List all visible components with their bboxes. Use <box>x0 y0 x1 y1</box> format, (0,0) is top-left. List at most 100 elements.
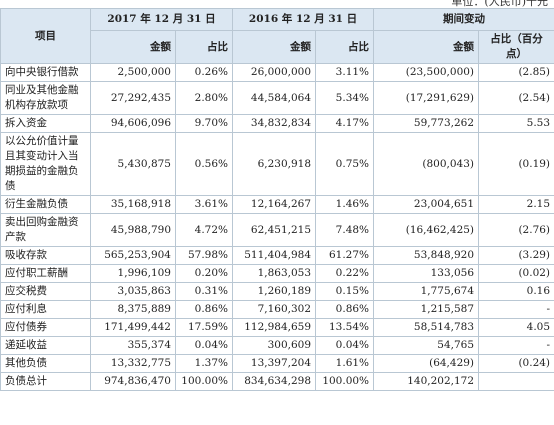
table-cell: 8,375,889 <box>90 300 176 319</box>
table-cell: (0.02) <box>478 264 554 283</box>
table-cell: 2,500,000 <box>90 63 176 82</box>
table-cell: 0.22% <box>315 264 375 283</box>
table-cell: 17.59% <box>174 318 234 337</box>
liability-table: 项目 2017 年 12 月 31 日 2016 年 12 月 31 日 期间变… <box>0 8 554 391</box>
header-cell: 2016 年 12 月 31 日 <box>232 8 375 31</box>
table-row: 以公允价值计量且其变动计入当期损益的金融负债 5,430,875 0.56% 6,23… <box>0 132 554 196</box>
table-cell: 1,775,674 <box>373 282 480 301</box>
table-cell: 171,499,442 <box>90 318 176 337</box>
table-row: 应付债券 171,499,442 17.59% 112,984,659 13.54% 58… <box>0 318 554 337</box>
table-cell: 4.72% <box>174 213 234 247</box>
table-cell: 1,260,189 <box>232 282 317 301</box>
table-cell: 53,848,920 <box>373 246 480 265</box>
table-cell: 57.98% <box>174 246 234 265</box>
table-cell: (0.24) <box>478 354 554 373</box>
table-cell: 94,606,096 <box>90 114 176 133</box>
table-cell: 58,514,783 <box>373 318 480 337</box>
header-cell: 期间变动 <box>373 8 554 31</box>
table-cell: 974,836,470 <box>90 372 176 391</box>
unit-note: 单位：(人民币)千元 <box>451 0 548 8</box>
table-cell: 3,035,863 <box>90 282 176 301</box>
table-row: 应付利息 8,375,889 0.86% 7,160,302 0.86% 1,215,58… <box>0 300 554 319</box>
table-cell: (2.54) <box>478 81 554 115</box>
row-label: 应交税费 <box>0 282 91 301</box>
table-cell: 23,004,651 <box>373 195 480 214</box>
table-cell: 133,056 <box>373 264 480 283</box>
table-cell: 9.70% <box>174 114 234 133</box>
table-cell: 12,164,267 <box>232 195 317 214</box>
header-cell: 占比（百分点） <box>478 30 554 64</box>
table-row: 吸收存款 565,253,904 57.98% 511,404,984 61.27% 53… <box>0 246 554 265</box>
table-cell: 1.46% <box>315 195 375 214</box>
table-cell: (0.19) <box>478 132 554 196</box>
table-cell: (3.29) <box>478 246 554 265</box>
table-cell: (64,429) <box>373 354 480 373</box>
table-cell: 100.00% <box>315 372 375 391</box>
table-row: 递延收益 355,374 0.04% 300,609 0.04% 54,765- <box>0 336 554 355</box>
header-cell: 金额 <box>373 30 480 64</box>
table-row: 卖出回购金融资产款 45,988,790 4.72% 62,451,215 7.48%(… <box>0 213 554 247</box>
table-cell: 0.86% <box>174 300 234 319</box>
header-cell: 金额 <box>90 30 176 64</box>
table-row: 应付职工薪酬 1,996,109 0.20% 1,863,053 0.22% 133,05… <box>0 264 554 283</box>
table-row: 同业及其他金融机构存放款项 27,292,435 2.80% 44,584,064 5.… <box>0 81 554 115</box>
table-cell: 5.53 <box>478 114 554 133</box>
row-label: 负债总计 <box>0 372 91 391</box>
table-cell: 1.61% <box>315 354 375 373</box>
row-label: 同业及其他金融机构存放款项 <box>0 81 91 115</box>
table-cell: 300,609 <box>232 336 317 355</box>
header-row: 项目 2017 年 12 月 31 日 2016 年 12 月 31 日 期间变… <box>0 8 554 64</box>
table-cell: 0.04% <box>174 336 234 355</box>
table-cell: 5.34% <box>315 81 375 115</box>
table-cell: 565,253,904 <box>90 246 176 265</box>
row-label: 拆入资金 <box>0 114 91 133</box>
table-row: 拆入资金 94,606,096 9.70% 34,832,834 4.17% 59,773… <box>0 114 554 133</box>
table-cell: 834,634,298 <box>232 372 317 391</box>
row-label: 应付职工薪酬 <box>0 264 91 283</box>
table-cell: (17,291,629) <box>373 81 480 115</box>
table-row: 负债总计 974,836,470 100.00% 834,634,298 100.00%… <box>0 372 554 391</box>
row-label: 应付债券 <box>0 318 91 337</box>
table-cell: 6,230,918 <box>232 132 317 196</box>
table-cell: 0.86% <box>315 300 375 319</box>
table-cell: 0.26% <box>174 63 234 82</box>
table-cell: - <box>478 300 554 319</box>
table-cell: 0.31% <box>174 282 234 301</box>
table-cell: 59,773,262 <box>373 114 480 133</box>
table-cell: 44,584,064 <box>232 81 317 115</box>
table-cell: 2.15 <box>478 195 554 214</box>
table-cell: 355,374 <box>90 336 176 355</box>
table-cell: - <box>478 336 554 355</box>
row-label: 衍生金融负债 <box>0 195 91 214</box>
header-cell: 金额 <box>232 30 317 64</box>
table-cell: 511,404,984 <box>232 246 317 265</box>
table-cell: (23,500,000) <box>373 63 480 82</box>
table-cell: 5,430,875 <box>90 132 176 196</box>
row-label: 递延收益 <box>0 336 91 355</box>
header-cell: 项目 <box>0 8 91 64</box>
table-row: 向中央银行借款 2,500,000 0.26% 26,000,000 3.11% (23,… <box>0 63 554 82</box>
table-body: 向中央银行借款 2,500,000 0.26% 26,000,000 3.11% (23,… <box>0 63 554 391</box>
table-cell: 7,160,302 <box>232 300 317 319</box>
header-cell: 占比 <box>315 30 375 64</box>
row-label: 以公允价值计量且其变动计入当期损益的金融负债 <box>0 132 91 196</box>
table-cell: 0.56% <box>174 132 234 196</box>
table-row: 应交税费 3,035,863 0.31% 1,260,189 0.15% 1,775,67… <box>0 282 554 301</box>
table-cell: 0.15% <box>315 282 375 301</box>
table-row: 其他负债 13,332,775 1.37% 13,397,204 1.61% (64,42… <box>0 354 554 373</box>
table-cell: 7.48% <box>315 213 375 247</box>
table-cell: 26,000,000 <box>232 63 317 82</box>
table-cell: 61.27% <box>315 246 375 265</box>
row-label: 卖出回购金融资产款 <box>0 213 91 247</box>
table-cell: 13,332,775 <box>90 354 176 373</box>
header-cell: 占比 <box>174 30 234 64</box>
table-cell: 3.61% <box>174 195 234 214</box>
table-cell: (800,043) <box>373 132 480 196</box>
table-cell: 140,202,172 <box>373 372 480 391</box>
table-cell: 1,215,587 <box>373 300 480 319</box>
table-cell: 1,996,109 <box>90 264 176 283</box>
header-cell: 2017 年 12 月 31 日 <box>89 8 234 31</box>
row-label: 向中央银行借款 <box>0 63 91 82</box>
table-cell: 112,984,659 <box>232 318 317 337</box>
table-cell: 4.05 <box>478 318 554 337</box>
